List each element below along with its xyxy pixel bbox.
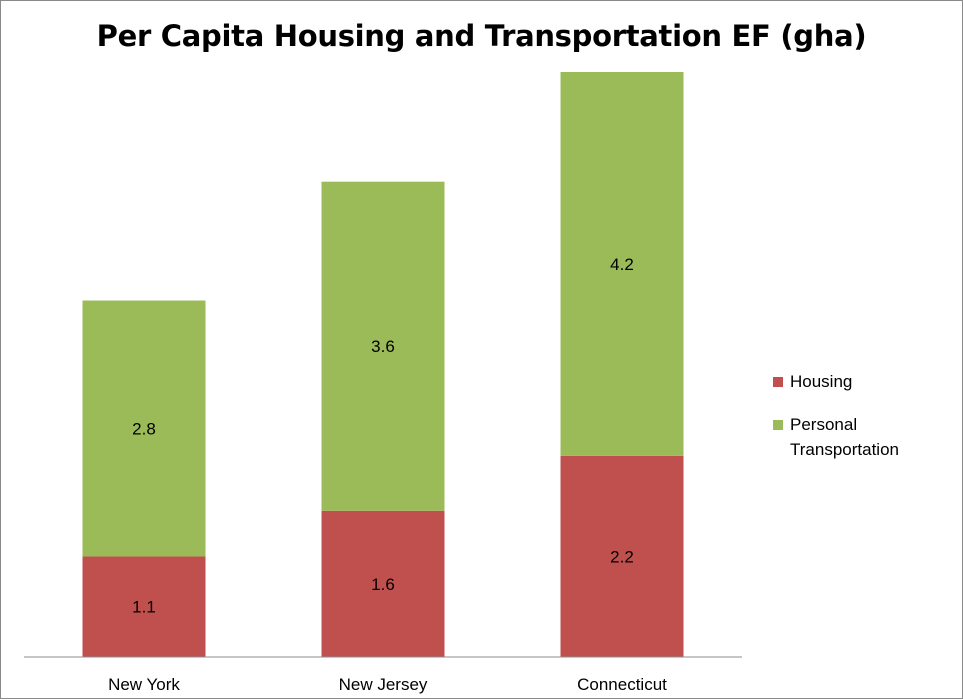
x-tick-label-connecticut: Connecticut <box>577 675 667 694</box>
data-label-housing-connecticut: 2.2 <box>610 547 634 566</box>
bars-group: 1.1 2.8 1.6 3.6 2.2 4.2 <box>82 72 684 657</box>
legend: Housing Personal Transportation <box>773 369 953 480</box>
bar-housing-new-jersey <box>321 510 445 657</box>
legend-label-housing: Housing <box>790 372 853 391</box>
legend-item-personal-transportation: Personal Transportation <box>773 412 953 462</box>
data-label-housing-new-york: 1.1 <box>132 598 156 617</box>
x-tick-label-new-york: New York <box>108 675 180 694</box>
data-label-personal-transportation-new-york: 2.8 <box>132 419 156 438</box>
legend-label-personal-transportation: Personal Transportation <box>790 415 899 459</box>
x-tick-label-new-jersey: New Jersey <box>339 675 428 694</box>
data-label-housing-new-jersey: 1.6 <box>371 575 395 594</box>
legend-swatch-housing <box>773 377 783 387</box>
bar-housing-new-york <box>82 556 206 657</box>
bar-personal-transportation-new-york <box>82 300 206 557</box>
legend-item-housing: Housing <box>773 369 953 394</box>
bar-housing-connecticut <box>560 455 684 657</box>
legend-swatch-personal-transportation <box>773 420 783 430</box>
chart-title: Per Capita Housing and Transportation EF… <box>96 19 867 53</box>
data-label-personal-transportation-connecticut: 4.2 <box>610 255 634 274</box>
x-ticks-group: New York New Jersey Connecticut <box>108 675 667 694</box>
bar-personal-transportation-connecticut <box>560 72 684 456</box>
data-label-personal-transportation-new-jersey: 3.6 <box>371 337 395 356</box>
bar-personal-transportation-new-jersey <box>321 181 445 511</box>
